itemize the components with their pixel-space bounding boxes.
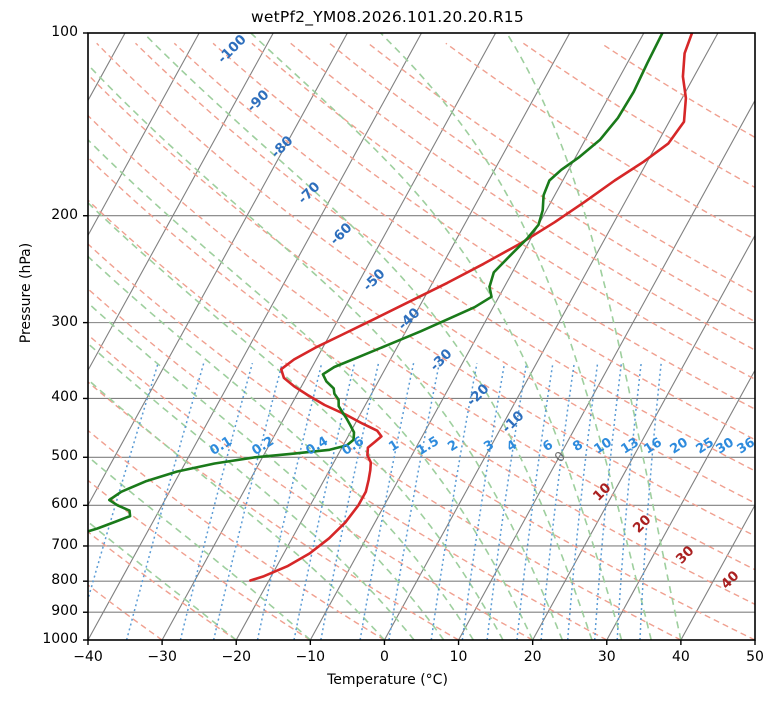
moist-adiabat-line xyxy=(380,33,652,640)
x-tick-label: 40 xyxy=(671,649,690,665)
mixing-ratio-label: 36 xyxy=(734,435,757,457)
mixing-ratio-line xyxy=(486,363,528,640)
dry-adiabat-line xyxy=(88,381,459,640)
y-tick-label: 900 xyxy=(51,603,78,620)
mixing-ratio-line xyxy=(430,363,478,640)
dry-adiabat-line xyxy=(173,42,755,441)
moist-adiabat-line xyxy=(88,138,534,640)
mixing-ratio-line xyxy=(461,363,506,640)
mixing-ratio-line xyxy=(179,362,254,640)
series-temperature-line xyxy=(249,33,694,582)
mixing-ratio-line xyxy=(566,363,599,640)
dry-adiabat-line xyxy=(212,42,755,410)
x-axis-label: Temperature (°C) xyxy=(327,672,448,688)
y-tick-label: 600 xyxy=(51,496,78,513)
x-tick-label: 0 xyxy=(379,649,389,665)
series-dewpoint-line xyxy=(88,33,664,533)
isotherm-line xyxy=(532,234,755,640)
isotherm-line xyxy=(161,33,497,640)
dry-adiabat-line xyxy=(88,243,682,640)
x-tick-label: −40 xyxy=(73,649,103,665)
chart-title: wetPf2_YM08.2026.101.20.20.R15 xyxy=(251,8,524,26)
y-tick-label: 100 xyxy=(51,24,78,40)
x-tick-label: 50 xyxy=(746,649,764,665)
isotherm-line xyxy=(383,33,719,640)
x-tick-label: 30 xyxy=(597,649,616,665)
dry-adiabat-line xyxy=(88,429,385,640)
dry-adiabat-line xyxy=(290,42,755,351)
dry-adiabat-line xyxy=(88,199,755,640)
y-tick-label: 700 xyxy=(51,536,78,553)
mixing-ratio-line xyxy=(320,363,380,640)
mixing-ratio-line xyxy=(256,363,323,640)
isotherm-line xyxy=(309,33,645,640)
x-tick-label: 10 xyxy=(449,649,468,665)
dry-adiabat-line xyxy=(88,584,163,640)
mixing-ratio-line xyxy=(359,363,415,640)
x-tick-label: 20 xyxy=(523,649,542,665)
moist-adiabat-line xyxy=(88,301,445,640)
x-tick-label: −30 xyxy=(147,649,177,665)
y-tick-label: 200 xyxy=(51,206,78,223)
dry-adiabat-line xyxy=(88,114,755,571)
mixing-ratio-line xyxy=(616,363,642,640)
isotherm-line xyxy=(754,638,755,640)
isotherm-line xyxy=(88,33,422,640)
moist-adiabat-line xyxy=(506,33,682,640)
dry-adiabat-line xyxy=(88,156,755,606)
mixing-ratio-line xyxy=(540,363,575,640)
y-tick-label: 500 xyxy=(51,448,78,465)
isotherm-line xyxy=(458,99,755,640)
x-tick-label: −20 xyxy=(221,649,251,665)
moist-adiabat-line xyxy=(88,378,386,640)
plot-frame xyxy=(87,32,756,641)
isotherm-line xyxy=(606,369,755,640)
y-tick-label: 400 xyxy=(51,389,78,406)
isotherm-line xyxy=(88,33,274,372)
mixing-ratio-line xyxy=(212,363,284,640)
isotherm-line xyxy=(235,33,571,640)
mixing-ratio-line xyxy=(293,363,356,640)
y-tick-label: 800 xyxy=(51,572,78,589)
moist-adiabat-line xyxy=(88,455,311,640)
dry-adiabat-line xyxy=(251,42,755,381)
moist-adiabat-line xyxy=(143,33,593,640)
moist-adiabat-line xyxy=(88,255,475,640)
y-tick-label: 1000 xyxy=(42,631,78,647)
isotherm-line xyxy=(88,33,348,507)
isotherm-line xyxy=(680,503,755,640)
moist-adiabat-line xyxy=(88,63,564,640)
mixing-ratio-line xyxy=(388,363,441,640)
y-tick-label: 300 xyxy=(51,313,78,330)
mixing-ratio-line xyxy=(516,363,554,640)
isotherm-line xyxy=(88,33,200,237)
x-tick-label: −10 xyxy=(295,649,326,665)
mixing-ratio-line xyxy=(125,362,205,640)
mixing-ratio-line xyxy=(639,363,662,640)
mixing-ratio-line xyxy=(593,363,623,640)
dry-adiabat-line xyxy=(88,531,237,640)
moist-adiabat-line xyxy=(88,201,504,640)
